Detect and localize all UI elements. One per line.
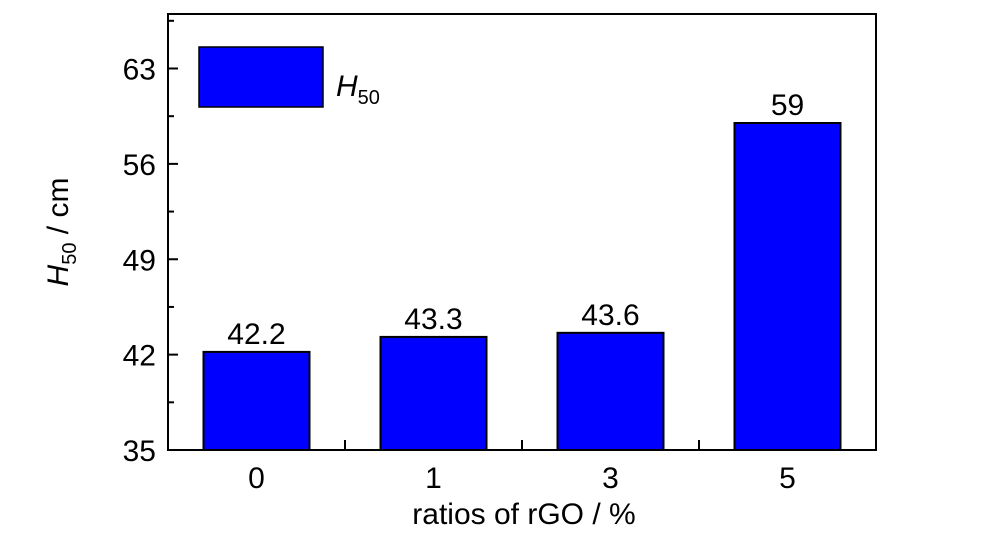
bar: [202, 350, 311, 451]
legend-swatch: [198, 46, 324, 108]
x-axis-ticks: 0 1 3 5: [248, 440, 796, 495]
data-label: 43.6: [581, 299, 639, 332]
legend-label-sub: 50: [358, 87, 380, 109]
data-label: 42.2: [227, 318, 285, 351]
x-tick-label: 1: [425, 462, 442, 495]
y-axis-title-sub: 50: [59, 243, 81, 265]
data-label: 43.3: [404, 303, 462, 336]
bar: [556, 331, 665, 452]
y-axis-ticks: 35 42 49 56 63: [123, 19, 178, 468]
y-axis-title-rest: / cm: [42, 178, 75, 243]
x-tick-label: 3: [602, 462, 619, 495]
y-axis-title-main: H: [42, 264, 75, 286]
y-tick-label: 42: [123, 340, 156, 373]
bar: [379, 335, 488, 452]
bar: [733, 122, 842, 451]
x-tick-label: 0: [248, 462, 265, 495]
y-axis-title: H50 / cm: [42, 178, 81, 287]
data-labels: 42.2 43.3 43.6 59: [227, 89, 804, 351]
y-tick-label: 63: [123, 54, 156, 87]
x-tick-label: 5: [779, 462, 796, 495]
legend-label-main: H: [336, 70, 358, 103]
y-tick-label: 56: [123, 149, 156, 182]
data-label: 59: [771, 89, 804, 122]
legend-label: H50: [336, 70, 380, 109]
y-tick-label: 49: [123, 244, 156, 277]
y-tick-label: 35: [123, 435, 156, 468]
legend: H50: [198, 46, 380, 109]
bars: [202, 122, 842, 452]
x-axis-title: ratios of rGO / %: [412, 498, 635, 531]
